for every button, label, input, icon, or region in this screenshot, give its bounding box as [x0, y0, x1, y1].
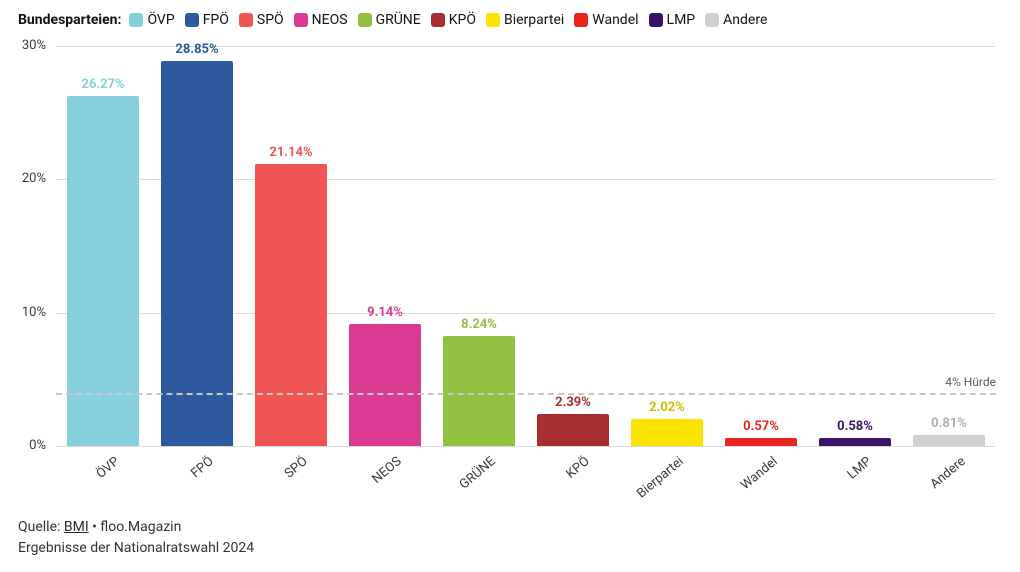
bar [255, 164, 326, 446]
x-axis-label: Bierpartei [600, 454, 686, 530]
bar [443, 336, 514, 446]
legend-swatch [239, 13, 253, 27]
ytick-label: 30% [0, 38, 46, 53]
legend-item: GRÜNE [358, 12, 421, 28]
legend-swatch [185, 13, 199, 27]
ytick-label: 20% [0, 171, 46, 186]
bar [631, 419, 702, 446]
x-axis-label: SPÖ [224, 454, 310, 530]
legend-label: KPÖ [449, 12, 476, 28]
bar-value-label: 21.14% [251, 145, 331, 160]
legend-label: FPÖ [203, 12, 229, 28]
bar [819, 438, 890, 446]
legend-item: FPÖ [185, 12, 229, 28]
legend-item: LMP [649, 12, 696, 28]
bar-value-label: 2.02% [627, 400, 707, 415]
bar-value-label: 26.27% [63, 77, 143, 92]
legend-swatch [574, 13, 588, 27]
threshold-label: 4% Hürde [945, 375, 996, 389]
bar [913, 435, 984, 446]
bar-value-label: 28.85% [157, 42, 237, 57]
x-axis-label: KPÖ [506, 454, 592, 530]
plot-area: 26.27%28.85%21.14%9.14%8.24%2.39%2.02%0.… [56, 46, 996, 446]
x-axis-label: NEOS [318, 454, 404, 530]
legend-label: ÖVP [147, 12, 174, 28]
legend-label: Andere [723, 12, 767, 28]
legend-swatch [129, 13, 143, 27]
legend-label: LMP [667, 12, 696, 28]
legend-label: Wandel [592, 12, 638, 28]
gridline [56, 446, 996, 447]
bar-value-label: 0.57% [721, 419, 801, 434]
legend: Bundesparteien: ÖVP FPÖ SPÖ NEOS GRÜNE KPÖ Bie… [18, 12, 1002, 28]
legend-item: Andere [705, 12, 767, 28]
threshold-line [56, 393, 996, 395]
legend-item: ÖVP [129, 12, 174, 28]
chart-container: Bundesparteien: ÖVPFPÖSPÖNEOSGRÜNEKPÖBie… [0, 0, 1020, 572]
legend-swatch [431, 13, 445, 27]
bar-value-label: 0.58% [815, 419, 895, 434]
bar-value-label: 0.81% [909, 416, 989, 431]
legend-title: Bundesparteien: [18, 12, 121, 28]
bar [537, 414, 608, 446]
source-link[interactable]: BMI [64, 519, 89, 535]
ytick-label: 10% [0, 305, 46, 320]
bar-value-label: 8.24% [439, 317, 519, 332]
legend-swatch [705, 13, 719, 27]
legend-swatch [486, 13, 500, 27]
legend-item: NEOS [294, 12, 348, 28]
bar [161, 61, 232, 446]
bar-value-label: 9.14% [345, 305, 425, 320]
bar-value-label: 2.39% [533, 395, 613, 410]
bar [725, 438, 796, 446]
x-axis-label: LMP [788, 454, 874, 530]
x-axis-label: GRÜNE [412, 454, 498, 530]
legend-swatch [649, 13, 663, 27]
legend-item: Bierpartei [486, 12, 564, 28]
legend-label: NEOS [312, 12, 348, 28]
legend-swatch [358, 13, 372, 27]
legend-item: KPÖ [431, 12, 476, 28]
bar [349, 324, 420, 446]
legend-item: SPÖ [239, 12, 284, 28]
x-axis-label: Andere [882, 454, 968, 530]
legend-label: GRÜNE [376, 12, 421, 28]
footer-line2: Ergebnisse der Nationalratswahl 2024 [18, 538, 254, 558]
legend-swatch [294, 13, 308, 27]
x-axis-label: Wandel [694, 454, 780, 530]
legend-label: Bierpartei [504, 12, 564, 28]
legend-item: Wandel [574, 12, 638, 28]
ytick-label: 0% [0, 438, 46, 453]
legend-label: SPÖ [257, 12, 284, 28]
